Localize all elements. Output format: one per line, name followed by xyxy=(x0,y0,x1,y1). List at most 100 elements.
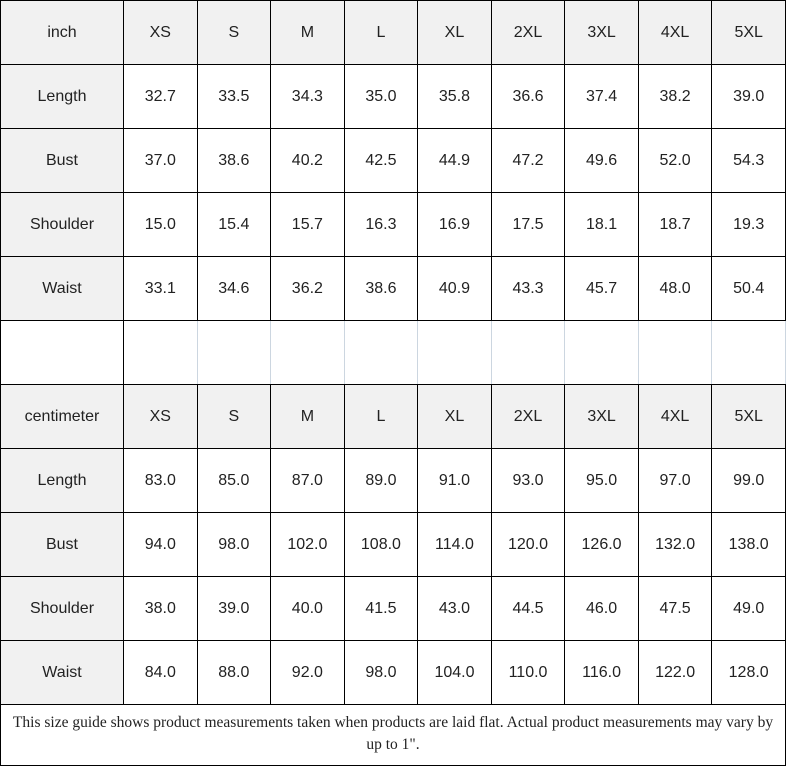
table-row-inch-shoulder: Shoulder 15.0 15.4 15.7 16.3 16.9 17.5 18.1 18.7… xyxy=(0,192,786,257)
value-cell: 91.0 xyxy=(417,448,492,513)
row-label: Waist xyxy=(0,640,124,705)
value-cell: 39.0 xyxy=(196,576,272,641)
value-cell: 49.0 xyxy=(711,576,786,641)
value-cell: 34.3 xyxy=(270,64,345,129)
size-header-cell: 4XL xyxy=(637,384,713,449)
row-label: Bust xyxy=(0,512,124,577)
table-row-inch-waist: Waist 33.1 34.6 36.2 38.6 40.9 43.3 45.7 48.0 50.… xyxy=(0,256,786,321)
size-header-cell: M xyxy=(270,0,345,65)
value-cell: 87.0 xyxy=(270,448,345,513)
unit-header-cell: inch xyxy=(0,0,124,65)
value-cell: 98.0 xyxy=(343,640,419,705)
header-row-inch: inch XS S M L XL 2XL 3XL 4XL 5XL xyxy=(0,0,786,65)
value-cell: 18.7 xyxy=(637,192,713,257)
spacer-cell xyxy=(123,320,198,385)
value-cell: 85.0 xyxy=(196,448,272,513)
value-cell: 45.7 xyxy=(564,256,639,321)
size-header-cell: L xyxy=(343,0,419,65)
size-header-cell: S xyxy=(196,384,272,449)
value-cell: 42.5 xyxy=(343,128,419,193)
footer-row: This size guide shows product measuremen… xyxy=(0,704,786,766)
row-label: Length xyxy=(0,448,124,513)
spacer-cell xyxy=(417,320,492,385)
size-header-cell: XS xyxy=(123,384,198,449)
value-cell: 54.3 xyxy=(711,128,786,193)
value-cell: 40.2 xyxy=(270,128,345,193)
value-cell: 35.0 xyxy=(343,64,419,129)
spacer-row xyxy=(0,320,786,385)
value-cell: 43.3 xyxy=(490,256,566,321)
header-row-centimeter: centimeter XS S M L XL 2XL 3XL 4XL 5XL xyxy=(0,384,786,449)
spacer-cell xyxy=(711,320,786,385)
value-cell: 46.0 xyxy=(564,576,639,641)
value-cell: 89.0 xyxy=(343,448,419,513)
value-cell: 32.7 xyxy=(123,64,198,129)
value-cell: 50.4 xyxy=(711,256,786,321)
value-cell: 36.2 xyxy=(270,256,345,321)
spacer-cell xyxy=(343,320,419,385)
value-cell: 41.5 xyxy=(343,576,419,641)
table-row-inch-bust: Bust 37.0 38.6 40.2 42.5 44.9 47.2 49.6 52.0 54.3 xyxy=(0,128,786,193)
spacer-cell xyxy=(196,320,272,385)
value-cell: 16.9 xyxy=(417,192,492,257)
size-header-cell: 2XL xyxy=(490,384,566,449)
value-cell: 108.0 xyxy=(343,512,419,577)
value-cell: 40.0 xyxy=(270,576,345,641)
value-cell: 92.0 xyxy=(270,640,345,705)
table-row-inch-length: Length 32.7 33.5 34.3 35.0 35.8 36.6 37.4 38.2 39… xyxy=(0,64,786,129)
value-cell: 16.3 xyxy=(343,192,419,257)
size-header-cell: S xyxy=(196,0,272,65)
value-cell: 126.0 xyxy=(564,512,639,577)
unit-header-cell: centimeter xyxy=(0,384,124,449)
row-label: Bust xyxy=(0,128,124,193)
value-cell: 44.9 xyxy=(417,128,492,193)
value-cell: 39.0 xyxy=(711,64,786,129)
spacer-cell xyxy=(270,320,345,385)
value-cell: 47.5 xyxy=(637,576,713,641)
size-header-cell: XL xyxy=(417,0,492,65)
value-cell: 47.2 xyxy=(490,128,566,193)
value-cell: 122.0 xyxy=(637,640,713,705)
value-cell: 15.4 xyxy=(196,192,272,257)
footer-note: This size guide shows product measuremen… xyxy=(0,704,786,766)
size-header-cell: XL xyxy=(417,384,492,449)
spacer-cell xyxy=(564,320,639,385)
size-header-cell: L xyxy=(343,384,419,449)
table-row-centimeter-shoulder: Shoulder 38.0 39.0 40.0 41.5 43.0 44.5 46.0 47.5… xyxy=(0,576,786,641)
value-cell: 52.0 xyxy=(637,128,713,193)
size-header-cell: 5XL xyxy=(711,384,786,449)
value-cell: 114.0 xyxy=(417,512,492,577)
value-cell: 104.0 xyxy=(417,640,492,705)
value-cell: 98.0 xyxy=(196,512,272,577)
value-cell: 17.5 xyxy=(490,192,566,257)
value-cell: 88.0 xyxy=(196,640,272,705)
size-header-cell: 5XL xyxy=(711,0,786,65)
value-cell: 33.1 xyxy=(123,256,198,321)
size-header-cell: 3XL xyxy=(564,0,639,65)
value-cell: 83.0 xyxy=(123,448,198,513)
value-cell: 84.0 xyxy=(123,640,198,705)
value-cell: 38.0 xyxy=(123,576,198,641)
value-cell: 18.1 xyxy=(564,192,639,257)
value-cell: 15.0 xyxy=(123,192,198,257)
table-row-centimeter-bust: Bust 94.0 98.0 102.0 108.0 114.0 120.0 126.0 132… xyxy=(0,512,786,577)
row-label: Length xyxy=(0,64,124,129)
value-cell: 40.9 xyxy=(417,256,492,321)
spacer-cell-first xyxy=(0,320,124,385)
value-cell: 38.2 xyxy=(637,64,713,129)
value-cell: 48.0 xyxy=(637,256,713,321)
table-row-centimeter-length: Length 83.0 85.0 87.0 89.0 91.0 93.0 95.0 97.0 99… xyxy=(0,448,786,513)
value-cell: 44.5 xyxy=(490,576,566,641)
value-cell: 94.0 xyxy=(123,512,198,577)
value-cell: 43.0 xyxy=(417,576,492,641)
row-label: Shoulder xyxy=(0,576,124,641)
value-cell: 120.0 xyxy=(490,512,566,577)
value-cell: 38.6 xyxy=(196,128,272,193)
value-cell: 102.0 xyxy=(270,512,345,577)
value-cell: 34.6 xyxy=(196,256,272,321)
table-row-centimeter-waist: Waist 84.0 88.0 92.0 98.0 104.0 110.0 116.0 122.… xyxy=(0,640,786,705)
value-cell: 93.0 xyxy=(490,448,566,513)
value-cell: 36.6 xyxy=(490,64,566,129)
